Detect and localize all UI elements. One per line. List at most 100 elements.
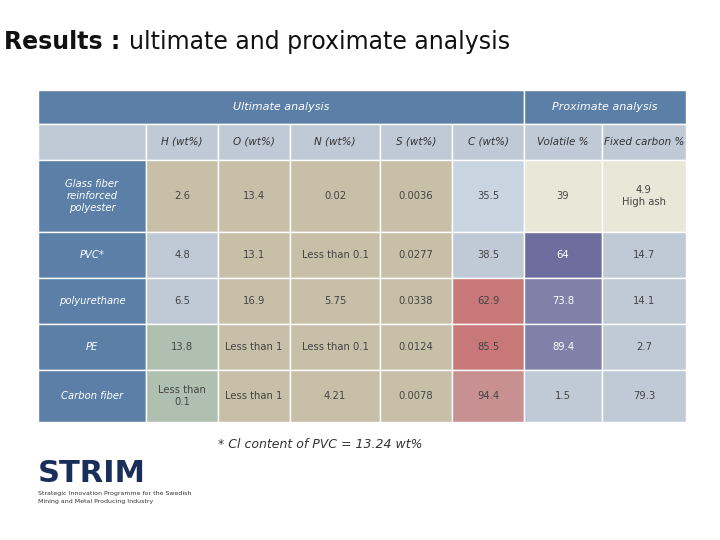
- Text: 73.8: 73.8: [552, 296, 574, 306]
- Bar: [524, 370, 602, 422]
- Text: 5.75: 5.75: [324, 296, 346, 306]
- Text: C (wt%): C (wt%): [467, 137, 508, 147]
- Text: O (wt%): O (wt%): [233, 137, 275, 147]
- Text: 13.1: 13.1: [243, 250, 265, 260]
- Bar: [290, 370, 380, 422]
- Bar: [524, 90, 686, 124]
- Bar: [146, 370, 218, 422]
- Bar: [290, 278, 380, 324]
- Bar: [452, 324, 524, 370]
- Bar: [38, 90, 524, 124]
- Text: 0.02: 0.02: [324, 191, 346, 201]
- Text: Glass fiber
reinforced
polyester: Glass fiber reinforced polyester: [66, 179, 119, 213]
- Text: 79.3: 79.3: [633, 391, 655, 401]
- Bar: [218, 124, 290, 160]
- Bar: [524, 124, 602, 160]
- Bar: [380, 278, 452, 324]
- Text: 0.0124: 0.0124: [399, 342, 433, 352]
- Bar: [146, 124, 218, 160]
- Bar: [524, 278, 602, 324]
- Bar: [146, 324, 218, 370]
- Text: 39: 39: [557, 191, 570, 201]
- Text: 14.1: 14.1: [633, 296, 655, 306]
- Bar: [602, 124, 686, 160]
- Text: 2.6: 2.6: [174, 191, 190, 201]
- Text: 0.0277: 0.0277: [399, 250, 433, 260]
- Bar: [290, 160, 380, 232]
- Text: Less than 0.1: Less than 0.1: [302, 250, 369, 260]
- Bar: [452, 278, 524, 324]
- Text: Less than 0.1: Less than 0.1: [302, 342, 369, 352]
- Text: Proximate analysis: Proximate analysis: [552, 102, 658, 112]
- Text: 35.5: 35.5: [477, 191, 499, 201]
- Text: 6.5: 6.5: [174, 296, 190, 306]
- Text: Strategic Innovation Programme for the Swedish: Strategic Innovation Programme for the S…: [38, 491, 192, 496]
- Text: Results :: Results :: [4, 30, 129, 54]
- Text: PE: PE: [86, 342, 98, 352]
- Bar: [380, 124, 452, 160]
- Bar: [38, 232, 146, 278]
- Text: S (wt%): S (wt%): [396, 137, 436, 147]
- Text: 64: 64: [557, 250, 570, 260]
- Bar: [290, 124, 380, 160]
- Bar: [218, 324, 290, 370]
- Text: 1.5: 1.5: [555, 391, 571, 401]
- Bar: [38, 160, 146, 232]
- Text: Volatile %: Volatile %: [537, 137, 589, 147]
- Bar: [38, 370, 146, 422]
- Text: H (wt%): H (wt%): [161, 137, 203, 147]
- Bar: [218, 232, 290, 278]
- Bar: [602, 278, 686, 324]
- Bar: [380, 324, 452, 370]
- Bar: [380, 370, 452, 422]
- Text: Less than
0.1: Less than 0.1: [158, 385, 206, 407]
- Text: 94.4: 94.4: [477, 391, 499, 401]
- Text: 14.7: 14.7: [633, 250, 655, 260]
- Text: 4.8: 4.8: [174, 250, 190, 260]
- Text: 13.8: 13.8: [171, 342, 193, 352]
- Text: 62.9: 62.9: [477, 296, 499, 306]
- Bar: [290, 232, 380, 278]
- Text: 0.0078: 0.0078: [399, 391, 433, 401]
- Text: 0.0036: 0.0036: [399, 191, 433, 201]
- Bar: [38, 278, 146, 324]
- Bar: [146, 160, 218, 232]
- Bar: [602, 232, 686, 278]
- Bar: [524, 232, 602, 278]
- Bar: [380, 160, 452, 232]
- Text: 16.9: 16.9: [243, 296, 265, 306]
- Text: * Cl content of PVC = 13.24 wt%: * Cl content of PVC = 13.24 wt%: [218, 437, 423, 450]
- Bar: [380, 232, 452, 278]
- Bar: [452, 160, 524, 232]
- Text: 13.4: 13.4: [243, 191, 265, 201]
- Text: 85.5: 85.5: [477, 342, 499, 352]
- Text: N (wt%): N (wt%): [314, 137, 356, 147]
- Bar: [524, 324, 602, 370]
- Bar: [452, 232, 524, 278]
- Text: Less than 1: Less than 1: [225, 391, 283, 401]
- Text: polyurethane: polyurethane: [59, 296, 125, 306]
- Bar: [38, 324, 146, 370]
- Text: 38.5: 38.5: [477, 250, 499, 260]
- Bar: [38, 124, 146, 160]
- Text: Ultimate analysis: Ultimate analysis: [233, 102, 329, 112]
- Bar: [218, 160, 290, 232]
- Bar: [452, 370, 524, 422]
- Text: 4.21: 4.21: [324, 391, 346, 401]
- Text: Less than 1: Less than 1: [225, 342, 283, 352]
- Bar: [602, 370, 686, 422]
- Text: 0.0338: 0.0338: [399, 296, 433, 306]
- Bar: [218, 278, 290, 324]
- Text: 89.4: 89.4: [552, 342, 574, 352]
- Bar: [146, 278, 218, 324]
- Text: Mining and Metal Producing Industry: Mining and Metal Producing Industry: [38, 498, 153, 503]
- Bar: [602, 324, 686, 370]
- Text: Fixed carbon %: Fixed carbon %: [604, 137, 684, 147]
- Bar: [524, 160, 602, 232]
- Bar: [602, 160, 686, 232]
- Bar: [290, 324, 380, 370]
- Bar: [452, 124, 524, 160]
- Text: PVC*: PVC*: [80, 250, 104, 260]
- Text: ultimate and proximate analysis: ultimate and proximate analysis: [129, 30, 510, 54]
- Bar: [146, 232, 218, 278]
